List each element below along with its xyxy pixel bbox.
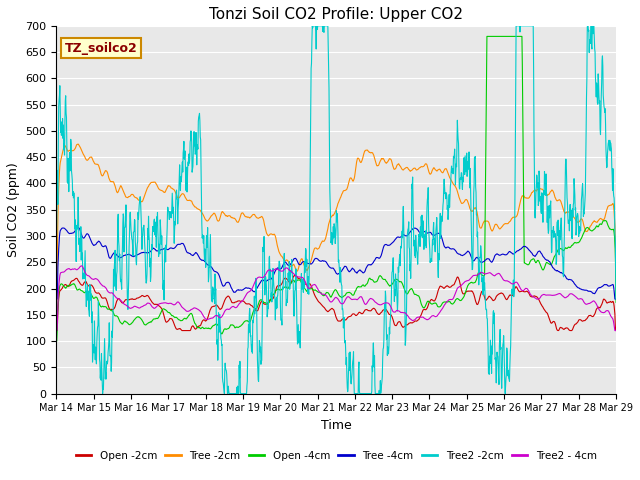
- Tree -4cm: [52, 296, 60, 302]
- Tree2 -2cm: [177, 179, 185, 184]
- Tree2 - 4cm: [546, 292, 554, 298]
- Text: TZ_soilco2: TZ_soilco2: [65, 42, 138, 55]
- Open -4cm: [612, 300, 620, 305]
- Line: Open -2cm: Open -2cm: [56, 276, 616, 331]
- Tree2 -2cm: [240, 391, 248, 396]
- Tree2 - 4cm: [240, 296, 248, 302]
- Tree2 - 4cm: [612, 328, 620, 334]
- Tree -2cm: [612, 279, 620, 285]
- Tree2 -2cm: [164, 204, 172, 210]
- Y-axis label: Soil CO2 (ppm): Soil CO2 (ppm): [7, 162, 20, 257]
- Line: Tree2 -2cm: Tree2 -2cm: [56, 26, 616, 394]
- Open -2cm: [239, 299, 247, 304]
- Tree2 - 4cm: [497, 272, 504, 278]
- Tree -4cm: [424, 230, 431, 236]
- Open -2cm: [546, 318, 554, 324]
- Tree2 - 4cm: [52, 328, 60, 334]
- Tree2 -2cm: [52, 249, 60, 254]
- Open -4cm: [52, 338, 60, 344]
- Tree -4cm: [74, 225, 81, 230]
- Open -4cm: [497, 34, 504, 39]
- Tree -4cm: [497, 252, 504, 258]
- Open -2cm: [291, 273, 298, 278]
- Line: Tree2 - 4cm: Tree2 - 4cm: [56, 266, 616, 331]
- Tree -2cm: [177, 192, 185, 198]
- Open -4cm: [546, 262, 554, 267]
- Tree -2cm: [164, 184, 172, 190]
- Tree2 - 4cm: [77, 263, 85, 269]
- Tree -4cm: [177, 241, 185, 247]
- Line: Open -4cm: Open -4cm: [56, 36, 616, 341]
- Tree -2cm: [52, 318, 60, 324]
- X-axis label: Time: Time: [321, 419, 351, 432]
- Tree -2cm: [74, 141, 82, 147]
- Legend: Open -2cm, Tree -2cm, Open -4cm, Tree -4cm, Tree2 -2cm, Tree2 - 4cm: Open -2cm, Tree -2cm, Open -4cm, Tree -4…: [72, 446, 601, 465]
- Tree2 -2cm: [424, 196, 431, 202]
- Tree2 -2cm: [497, 345, 505, 350]
- Tree -4cm: [546, 259, 554, 265]
- Open -4cm: [423, 299, 431, 305]
- Tree -4cm: [612, 296, 620, 302]
- Open -4cm: [239, 320, 247, 326]
- Open -4cm: [163, 309, 171, 314]
- Tree2 -2cm: [612, 296, 620, 302]
- Tree2 - 4cm: [424, 317, 431, 323]
- Open -2cm: [177, 326, 185, 332]
- Open -2cm: [52, 328, 60, 334]
- Tree -4cm: [240, 286, 248, 292]
- Tree -2cm: [424, 164, 431, 169]
- Tree -2cm: [240, 212, 248, 217]
- Open -2cm: [612, 328, 620, 334]
- Open -2cm: [424, 305, 431, 311]
- Tree2 -2cm: [547, 203, 554, 209]
- Line: Tree -4cm: Tree -4cm: [56, 228, 616, 299]
- Open -2cm: [497, 290, 504, 296]
- Open -4cm: [483, 34, 491, 39]
- Title: Tonzi Soil CO2 Profile: Upper CO2: Tonzi Soil CO2 Profile: Upper CO2: [209, 7, 463, 22]
- Tree2 -2cm: [99, 391, 106, 396]
- Tree -2cm: [546, 190, 554, 195]
- Tree2 - 4cm: [164, 300, 172, 306]
- Open -4cm: [177, 318, 185, 324]
- Tree -2cm: [497, 226, 504, 231]
- Tree2 -2cm: [308, 23, 316, 29]
- Tree2 - 4cm: [177, 303, 185, 309]
- Open -2cm: [163, 319, 171, 324]
- Line: Tree -2cm: Tree -2cm: [56, 144, 616, 321]
- Tree -4cm: [164, 247, 172, 252]
